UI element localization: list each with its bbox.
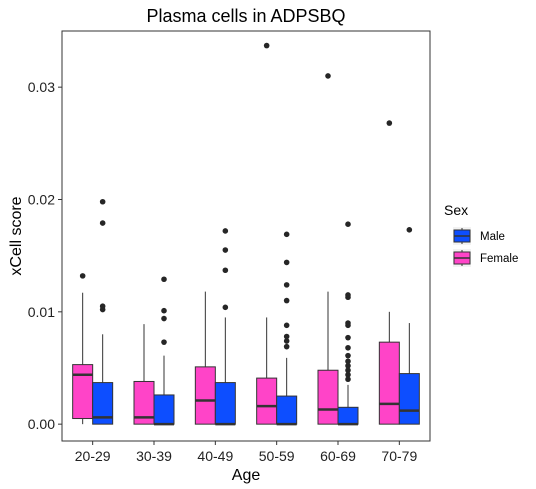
female-box bbox=[72, 364, 94, 420]
male-outlier-point bbox=[345, 358, 351, 365]
box-series bbox=[72, 42, 420, 426]
male-box-group bbox=[276, 231, 298, 426]
male-box-group bbox=[337, 221, 359, 426]
male-outlier-point bbox=[283, 231, 290, 238]
male-outlier-point bbox=[345, 221, 351, 228]
y-axis: 0.00 0.01 0.02 0.03 bbox=[28, 79, 62, 432]
male-outlier-point bbox=[345, 371, 351, 378]
male-outlier-point bbox=[345, 320, 351, 326]
female-box bbox=[378, 341, 400, 425]
male-outlier-point bbox=[99, 198, 106, 205]
male-outlier-point bbox=[283, 297, 290, 304]
y-tick-label: 0.00 bbox=[28, 416, 55, 432]
male-box bbox=[276, 395, 298, 425]
y-tick-label: 0.03 bbox=[28, 79, 55, 95]
female-box-group bbox=[133, 324, 155, 425]
male-outlier-point bbox=[283, 338, 290, 344]
female-box-group bbox=[256, 42, 278, 425]
male-outlier-point bbox=[406, 227, 413, 233]
male-outlier-point bbox=[99, 303, 106, 310]
male-outlier-point bbox=[345, 367, 351, 374]
x-tick-label: 60-69 bbox=[320, 448, 356, 464]
female-box-group bbox=[317, 73, 339, 425]
male-outlier-point bbox=[345, 376, 351, 383]
male-box bbox=[398, 373, 420, 425]
male-box-group bbox=[214, 228, 236, 426]
male-outlier-point bbox=[222, 267, 229, 274]
male-outlier-point bbox=[161, 307, 167, 314]
legend-label-male: Male bbox=[480, 231, 505, 243]
x-tick-label: 20-29 bbox=[75, 448, 111, 464]
male-outlier-point bbox=[345, 362, 351, 369]
male-box bbox=[337, 406, 359, 425]
y-tick-label: 0.02 bbox=[28, 191, 55, 207]
legend-title: Sex bbox=[444, 202, 468, 218]
x-tick-label: 50-59 bbox=[259, 448, 295, 464]
male-outlier-point bbox=[345, 352, 351, 359]
x-tick-label: 40-49 bbox=[197, 448, 233, 464]
male-outlier-point bbox=[345, 334, 351, 341]
male-box bbox=[214, 382, 236, 425]
male-outlier-point bbox=[222, 247, 229, 253]
male-box-group bbox=[153, 276, 175, 426]
x-axis-title: Age bbox=[232, 467, 261, 484]
female-box bbox=[256, 377, 278, 425]
male-outlier-point bbox=[222, 304, 229, 311]
male-outlier-point bbox=[283, 259, 290, 266]
female-box bbox=[317, 369, 339, 425]
male-outlier-point bbox=[161, 276, 167, 283]
female-box-group bbox=[194, 291, 216, 425]
chart-title: Plasma cells in ADPSBQ bbox=[146, 6, 345, 26]
female-outlier-point bbox=[325, 73, 331, 79]
male-outlier-point bbox=[283, 343, 290, 350]
male-box-group bbox=[398, 227, 420, 425]
female-box-group bbox=[378, 120, 400, 425]
x-tick-label: 30-39 bbox=[136, 448, 172, 464]
male-box-group bbox=[92, 198, 114, 425]
male-box bbox=[92, 382, 114, 425]
x-axis: 20-29 30-39 40-49 50-59 60-69 70-79 bbox=[75, 441, 417, 464]
male-outlier-point bbox=[222, 228, 229, 234]
male-box bbox=[153, 394, 175, 425]
plot-panel bbox=[61, 30, 431, 442]
male-outlier-point bbox=[283, 322, 290, 329]
y-tick-label: 0.01 bbox=[28, 304, 55, 320]
female-outlier-point bbox=[386, 120, 393, 126]
female-box-group bbox=[72, 273, 94, 425]
female-outlier-point bbox=[263, 42, 270, 49]
female-box bbox=[194, 366, 216, 425]
male-outlier-point bbox=[345, 292, 351, 298]
male-outlier-point bbox=[283, 333, 290, 340]
female-outlier-point bbox=[79, 273, 86, 279]
male-outlier-point bbox=[99, 220, 106, 226]
male-outlier-point bbox=[161, 339, 167, 345]
male-outlier-point bbox=[345, 344, 351, 351]
male-outlier-point bbox=[283, 282, 290, 288]
male-outlier-point bbox=[161, 315, 167, 322]
legend-label-female: Female bbox=[480, 253, 518, 265]
x-tick-label: 70-79 bbox=[381, 448, 417, 464]
y-axis-title: xCell score bbox=[8, 196, 25, 275]
legend: Sex Male Female bbox=[444, 202, 518, 267]
